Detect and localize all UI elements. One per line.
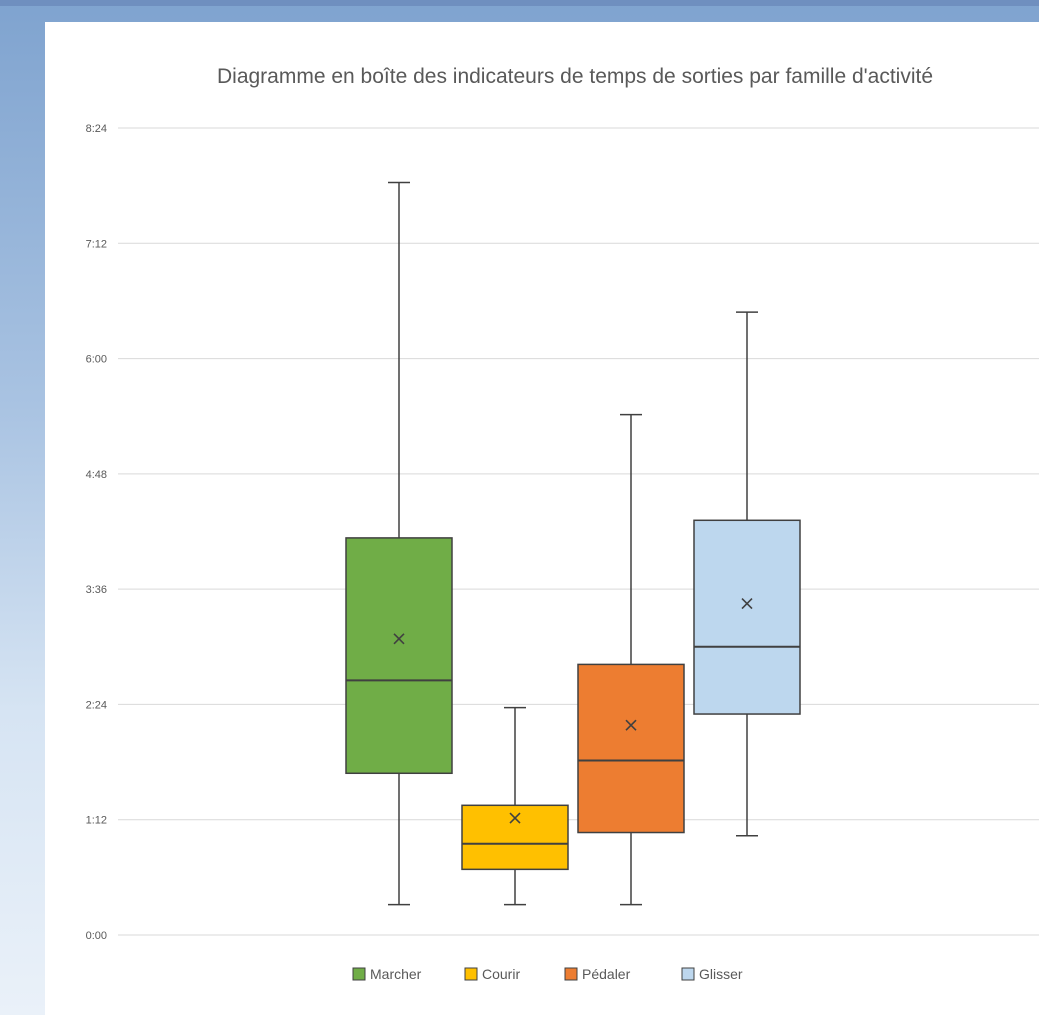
mean-marker [393, 633, 405, 645]
y-tick-label: 6:00 [86, 354, 107, 366]
mean-marker [741, 597, 753, 610]
box-marcher [345, 537, 453, 775]
legend-swatch [464, 967, 478, 981]
y-tick-label: 3:36 [86, 584, 107, 596]
y-tick-label: 8:24 [86, 123, 107, 135]
legend-label: Glisser [699, 966, 743, 982]
mean-marker [509, 812, 521, 824]
legend-label: Marcher [370, 966, 422, 982]
box-plot-chart: 0:00 1:12 2:24 3:36 4:48 6:00 7:12 8:24 Marcher C… [86, 123, 1039, 982]
box-pédaler [577, 663, 685, 834]
y-tick-label: 2:24 [86, 699, 107, 711]
mean-marker [625, 719, 637, 731]
y-tick-label: 4:48 [86, 469, 107, 481]
legend-swatch [681, 967, 695, 981]
y-tick-label: 7:12 [86, 238, 107, 250]
box-glisser [693, 519, 801, 715]
legend-label: Pédaler [582, 966, 631, 982]
legend-label: Courir [482, 966, 520, 982]
y-tick-label: 1:12 [86, 815, 107, 827]
chart-card: Diagramme en boîte des indicateurs de te… [45, 22, 1039, 1015]
legend-swatch [352, 967, 366, 981]
legend-swatch [564, 967, 578, 981]
background-strip [0, 0, 1039, 6]
y-tick-label: 0:00 [86, 930, 107, 942]
chart-title: Diagramme en boîte des indicateurs de te… [216, 65, 934, 88]
box-courir [461, 804, 569, 871]
